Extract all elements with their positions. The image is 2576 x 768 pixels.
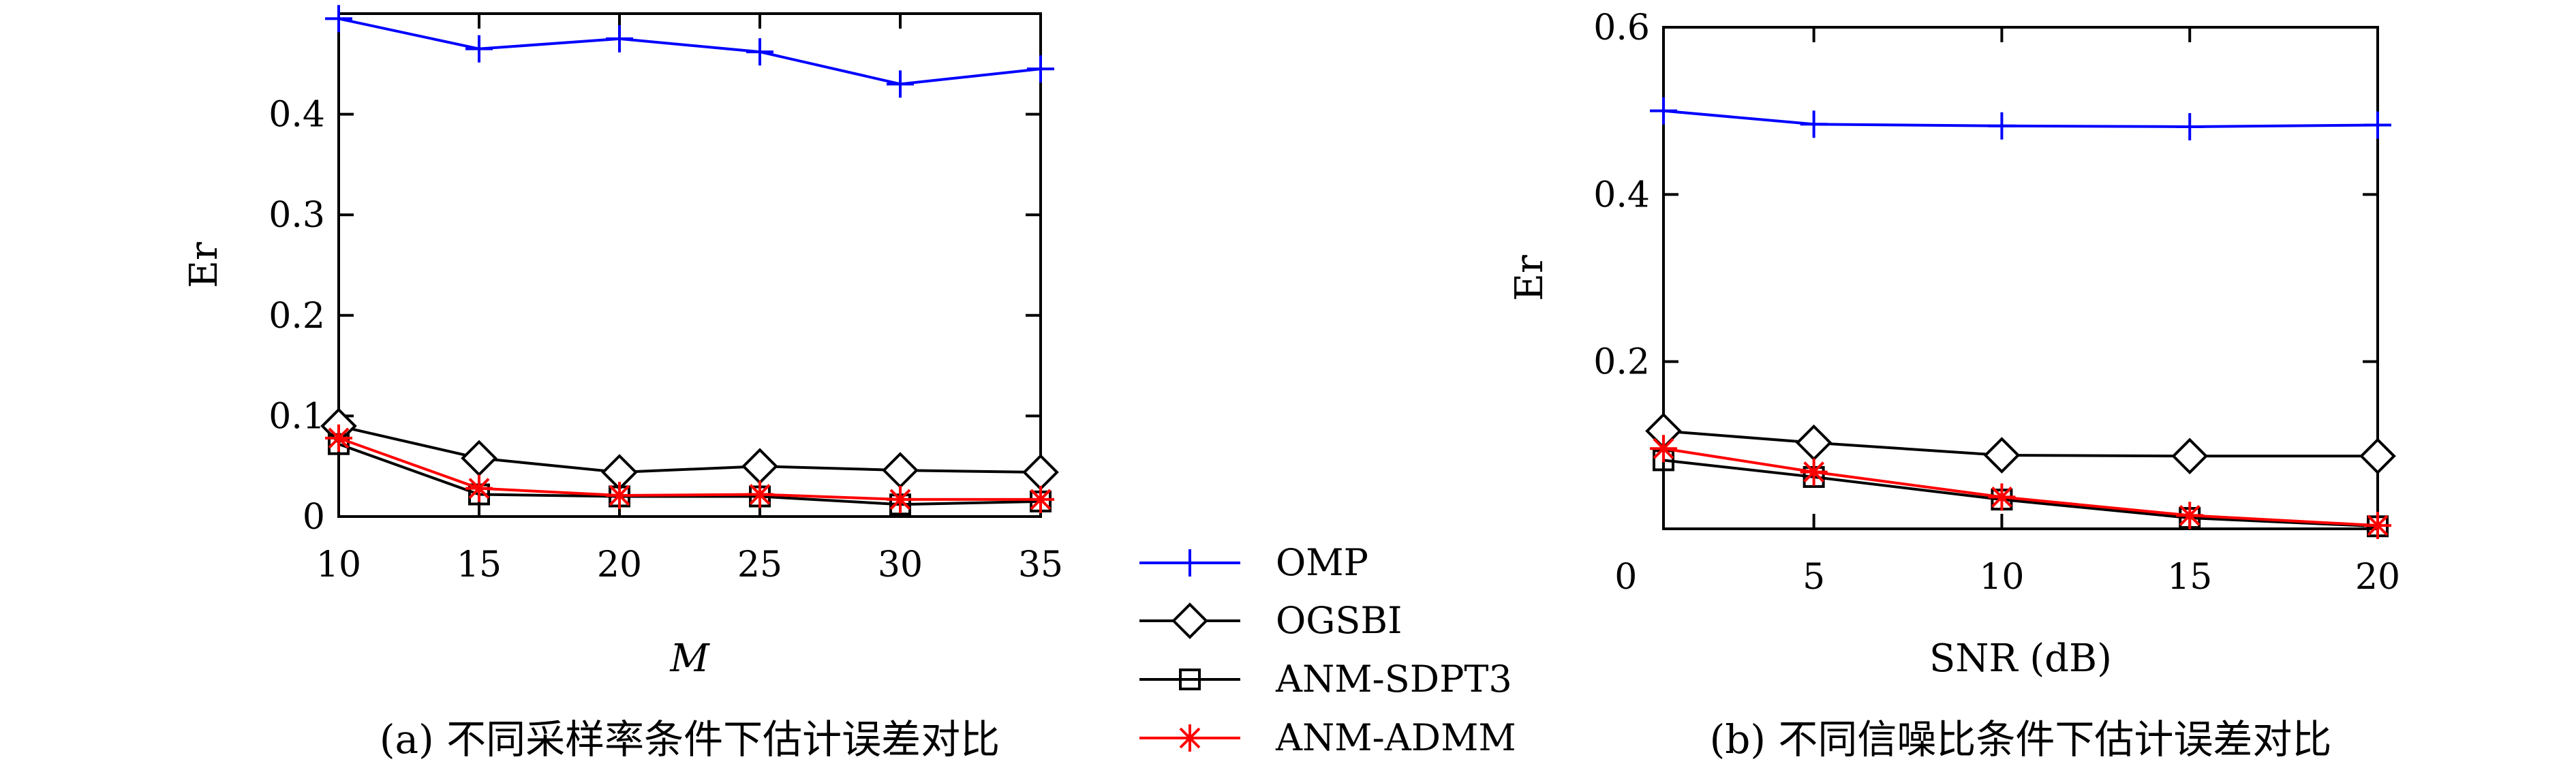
- y-tick-label: 0.3: [269, 195, 325, 236]
- plot-area-b: [1662, 26, 2379, 530]
- x-tick-label: 30: [878, 544, 923, 585]
- series-line-ogsbi-b: [1663, 429, 2378, 458]
- y-tick-label: 0.6: [1593, 7, 1650, 48]
- data-point-anm-admm-a: [606, 482, 633, 510]
- legend-marker-anm-admm: [1176, 724, 1203, 752]
- data-point-omp-a: [325, 5, 352, 33]
- x-tick-label: 0: [1614, 557, 1637, 598]
- x-axis-label-b: SNR (dB): [1929, 636, 2112, 681]
- data-point-ogsbi-b: [1983, 437, 2021, 474]
- legend-item-anm-admm: ANM-ADMM: [1139, 716, 1516, 759]
- legend-label: OMP: [1276, 541, 1368, 584]
- plot-area-a: [337, 12, 1042, 518]
- legend: OMP OGSBI ANM-SDPT3 ANM-ADMM: [1139, 541, 1516, 759]
- data-point-ogsbi-a: [1022, 454, 1059, 491]
- series-line-ogsbi-a: [338, 425, 1041, 474]
- x-tick-label: 5: [1803, 557, 1825, 598]
- data-point-omp-b: [1650, 97, 1677, 125]
- series-line-omp-b: [1663, 109, 2378, 128]
- series-line-anm-sdpt3-a: [338, 442, 1041, 506]
- y-tick-label: 0.2: [269, 296, 325, 337]
- x-tick-label: 20: [597, 544, 642, 585]
- x-tick-label: 15: [2167, 557, 2212, 598]
- data-point-ogsbi-a: [741, 448, 778, 485]
- x-tick-label: 20: [2355, 557, 2400, 598]
- data-point-ogsbi-a: [882, 452, 919, 489]
- data-point-anm-admm-a: [746, 480, 773, 508]
- data-point-omp-b: [2364, 111, 2391, 139]
- legend-marker-anm-sdpt3: [1179, 669, 1201, 690]
- series-lines-a: [320, 5, 1059, 516]
- series-lines-b: [1645, 97, 2396, 540]
- legend-item-ogsbi: OGSBI: [1139, 599, 1402, 642]
- y-tick-label: 0.4: [269, 95, 325, 136]
- y-tick-label: 0.2: [1593, 342, 1650, 383]
- data-point-anm-admm-b: [2364, 512, 2391, 540]
- legend-marker-ogsbi: [1171, 602, 1208, 639]
- caption-b: (b) 不同信噪比条件下估计误差对比: [1710, 716, 2332, 763]
- series-line-omp-a: [338, 17, 1041, 86]
- legend-label: OGSBI: [1276, 599, 1402, 642]
- data-point-anm-admm-a: [325, 424, 352, 452]
- data-point-anm-admm-b: [1650, 435, 1677, 463]
- data-point-anm-admm-a: [887, 485, 914, 513]
- data-point-omp-b: [1988, 112, 2016, 140]
- y-tick-label: 0.1: [269, 396, 325, 437]
- legend-item-anm-sdpt3: ANM-SDPT3: [1139, 658, 1512, 701]
- caption-a: (a) 不同采样率条件下估计误差对比: [380, 716, 1000, 763]
- series-line-anm-admm-a: [338, 436, 1041, 501]
- x-tick-label: 10: [316, 544, 361, 585]
- data-point-omp-a: [606, 25, 633, 52]
- series-line-anm-admm-b: [1663, 447, 2378, 527]
- data-point-anm-admm-b: [2176, 502, 2204, 529]
- data-point-ogsbi-b: [2359, 437, 2396, 475]
- data-point-ogsbi-b: [2171, 437, 2209, 475]
- data-point-anm-admm-a: [465, 474, 493, 502]
- data-point-ogsbi-a: [461, 440, 497, 477]
- data-point-anm-admm-a: [1027, 485, 1054, 513]
- x-tick-label: 15: [457, 544, 502, 585]
- x-tick-label: 10: [1979, 557, 2024, 598]
- panel-b: 0.2 0.4 0.6 0 5 10 15 20 Er SNR (dB) (b) 不同信噪比条…: [1507, 7, 2400, 763]
- data-point-omp-a: [887, 70, 914, 98]
- x-axis-label-a: M: [669, 636, 710, 681]
- ticks-b: 0.2 0.4 0.6 0 5 10 15 20: [1593, 7, 2400, 598]
- series-line-anm-sdpt3-b: [1663, 459, 2378, 528]
- y-axis-label-a: Er: [182, 242, 226, 288]
- data-point-ogsbi-b: [1795, 424, 1833, 461]
- legend-label: ANM-ADMM: [1275, 716, 1516, 759]
- data-point-omp-a: [465, 35, 493, 63]
- x-tick-label: 35: [1018, 544, 1063, 585]
- data-point-omp-b: [2176, 112, 2204, 140]
- data-point-omp-a: [1027, 55, 1054, 83]
- panel-a: 0 0.1 0.2 0.3 0.4 10 15 20 25 30 35 Er M (a) 不同采样率…: [182, 5, 1063, 763]
- y-tick-label: 0.4: [1593, 174, 1650, 215]
- data-point-anm-admm-b: [1988, 483, 2016, 511]
- data-point-anm-admm-b: [1800, 458, 1828, 486]
- x-tick-label: 25: [737, 544, 782, 585]
- y-tick-label: 0: [303, 497, 325, 538]
- legend-item-omp: OMP: [1139, 541, 1368, 584]
- data-point-omp-a: [746, 38, 773, 66]
- data-point-omp-b: [1800, 110, 1828, 138]
- legend-marker-omp: [1176, 549, 1203, 577]
- y-axis-label-b: Er: [1507, 255, 1552, 301]
- legend-label: ANM-SDPT3: [1275, 658, 1512, 701]
- ticks-a: 0 0.1 0.2 0.3 0.4 10 15 20 25 30 35: [269, 14, 1063, 585]
